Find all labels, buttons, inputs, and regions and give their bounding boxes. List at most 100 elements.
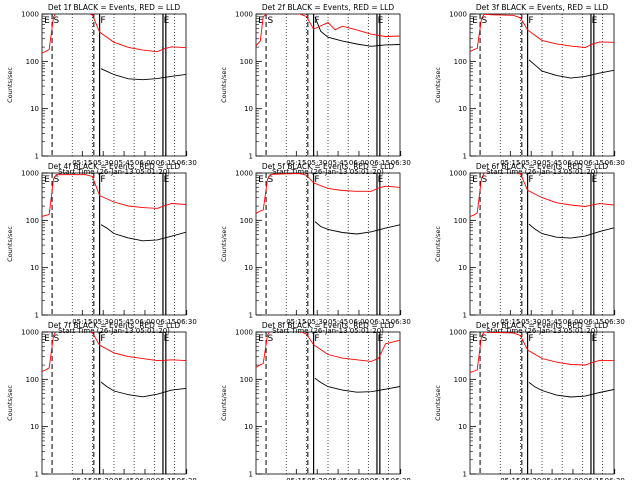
panel-det-1f: Det 1f BLACK = Events, RED = LLD 1 10 100 10… (6, 3, 197, 176)
marker-label: S (482, 16, 488, 26)
marker-label: E (44, 334, 50, 344)
y-tick-label: 100 (240, 217, 253, 225)
marker-label: E (472, 175, 478, 185)
series-events-line (100, 224, 186, 242)
panel-det-3f: Det 3f BLACK = Events, RED = LLD 1 10 100 10… (434, 3, 625, 176)
x-tick-label: 05:15 (500, 318, 520, 326)
y-tick-label: 1000 (21, 170, 39, 178)
panel-det-9f: Det 9f BLACK = Events, RED = LLD 1 10 100 10… (434, 321, 625, 484)
panel-det-4f: Det 4f BLACK = Events, RED = LLD 1 10 100 10… (6, 162, 197, 335)
marker-label: S (54, 334, 60, 344)
marker-label: S (268, 175, 274, 185)
y-axis-label: Counts/sec (220, 226, 228, 262)
y-tick-label: 100 (454, 217, 467, 225)
marker-label: E (378, 175, 384, 185)
series-events-line (100, 68, 186, 81)
series-lld-line (42, 14, 186, 54)
x-tick-label: 05:45 (542, 318, 562, 326)
x-tick-label: 06:00 (349, 159, 369, 167)
series-lld-line (470, 173, 614, 218)
panel-title: Det 9f BLACK = Events, RED = LLD (476, 321, 609, 330)
panel-det-7f: Det 7f BLACK = Events, RED = LLD 1 10 100 10… (6, 321, 197, 484)
x-tick-label: 05:30 (307, 159, 327, 167)
series-events-line (314, 377, 400, 393)
x-axis-label: Start Time (26-Jan-13 05:01:20) (486, 327, 598, 335)
x-tick-label: 06:30 (605, 159, 625, 167)
marker-label: E (472, 334, 478, 344)
series-lld-line (470, 332, 614, 373)
y-tick-label: 1 (249, 312, 253, 320)
series-lld-line (256, 332, 400, 368)
x-tick-label: 06:15 (156, 159, 176, 167)
y-tick-label: 1000 (21, 329, 39, 337)
marker-label: E (44, 175, 50, 185)
x-tick-label: 05:30 (93, 159, 113, 167)
y-tick-label: 1000 (449, 11, 467, 19)
x-tick-label: 05:15 (500, 159, 520, 167)
y-tick-label: 1000 (235, 11, 253, 19)
x-tick-label: 06:15 (156, 318, 176, 326)
marker-label: E (258, 334, 264, 344)
marker-label: E (378, 16, 384, 26)
x-tick-label: 06:30 (177, 159, 197, 167)
x-axis-label: Start Time (26-Jan-13 05:01:20) (272, 168, 384, 176)
y-tick-label: 1 (249, 153, 253, 161)
x-tick-label: 05:15 (72, 318, 92, 326)
x-tick-label: 05:30 (521, 318, 541, 326)
x-tick-label: 06:30 (605, 318, 625, 326)
marker-label: F (528, 334, 533, 344)
x-tick-label: 06:00 (135, 318, 155, 326)
panel-title: Det 4f BLACK = Events, RED = LLD (48, 162, 181, 171)
marker-label: E (44, 16, 50, 26)
x-tick-label: 06:30 (391, 159, 411, 167)
y-tick-label: 1000 (449, 329, 467, 337)
x-tick-label: 06:00 (563, 159, 583, 167)
marker-label: E (592, 16, 598, 26)
marker-label: F (528, 16, 533, 26)
marker-label: S (54, 16, 60, 26)
x-tick-label: 05:15 (286, 318, 306, 326)
x-axis-label: Start Time (26-Jan-13 05:01:20) (58, 327, 170, 335)
panel-det-2f: Det 2f BLACK = Events, RED = LLD 1 10 100 10… (220, 3, 411, 176)
marker-label: S (482, 175, 488, 185)
y-tick-label: 10 (458, 264, 467, 272)
y-tick-label: 1000 (21, 11, 39, 19)
x-tick-label: 05:30 (521, 159, 541, 167)
series-lld-line (256, 173, 400, 214)
y-tick-label: 1000 (235, 170, 253, 178)
y-tick-label: 100 (26, 217, 39, 225)
y-tick-label: 1 (35, 153, 39, 161)
marker-label: E (378, 334, 384, 344)
x-tick-label: 06:00 (563, 318, 583, 326)
panel-title: Det 1f BLACK = Events, RED = LLD (48, 3, 181, 12)
x-tick-label: 05:45 (328, 318, 348, 326)
marker-label: S (54, 175, 60, 185)
y-tick-label: 100 (240, 376, 253, 384)
marker-label: F (314, 175, 319, 185)
y-tick-label: 1000 (449, 170, 467, 178)
marker-label: E (164, 16, 170, 26)
series-lld-line (42, 332, 186, 372)
x-tick-label: 05:15 (286, 159, 306, 167)
y-tick-label: 100 (26, 58, 39, 66)
panel-title: Det 2f BLACK = Events, RED = LLD (262, 3, 395, 12)
panel-title: Det 5f BLACK = Events, RED = LLD (262, 162, 395, 171)
panel-det-5f: Det 5f BLACK = Events, RED = LLD 1 10 100 10… (220, 162, 411, 335)
y-tick-label: 100 (240, 58, 253, 66)
x-tick-label: 06:15 (370, 318, 390, 326)
x-tick-label: 05:45 (328, 159, 348, 167)
y-tick-label: 1 (249, 471, 253, 479)
y-axis-label: Counts/sec (434, 385, 442, 421)
x-tick-label: 06:15 (584, 159, 604, 167)
panel-title: Det 3f BLACK = Events, RED = LLD (476, 3, 609, 12)
y-tick-label: 10 (30, 264, 39, 272)
series-events-line (528, 382, 614, 398)
panel-det-8f: Det 8f BLACK = Events, RED = LLD 1 10 100 10… (220, 321, 411, 484)
series-events-line (528, 59, 614, 79)
y-axis-label: Counts/sec (220, 67, 228, 103)
marker-label: E (164, 334, 170, 344)
marker-label: E (472, 16, 478, 26)
x-tick-label: 06:15 (370, 159, 390, 167)
panel-title: Det 8f BLACK = Events, RED = LLD (262, 321, 395, 330)
